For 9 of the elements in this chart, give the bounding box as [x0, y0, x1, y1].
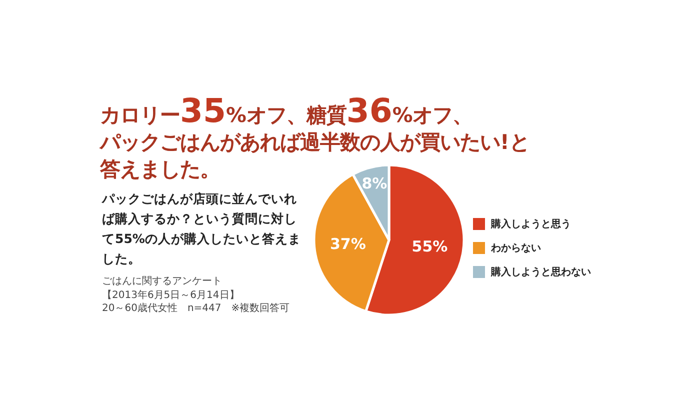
data-label: 55%	[412, 237, 448, 256]
data-label: 37%	[330, 234, 366, 253]
legend-label: わからない	[491, 242, 541, 255]
text: ごはんに関するアンケート	[102, 275, 223, 288]
legend-label: 購入しようと思わない	[491, 266, 591, 279]
text: 20～60歳代女性 n=447 ※複数回答可	[102, 302, 290, 316]
text: パックごはんが店頭に並んでいれば購入するか？という質問に対して55%の人が購入したいと答えました。	[102, 190, 302, 268]
text: 【2013年6月5日～6月14日】	[102, 288, 240, 302]
legend-label: 購入しようと思う	[491, 218, 571, 231]
